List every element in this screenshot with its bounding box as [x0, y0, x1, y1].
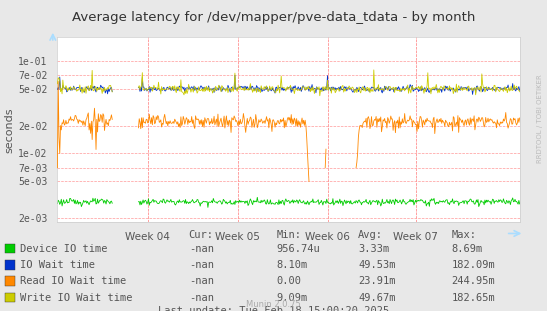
Text: 3.33m: 3.33m [358, 244, 389, 254]
Text: IO Wait time: IO Wait time [20, 260, 95, 270]
Text: -nan: -nan [189, 260, 214, 270]
Text: Cur:: Cur: [189, 230, 214, 240]
Text: 49.53m: 49.53m [358, 260, 396, 270]
Text: 0.00: 0.00 [276, 276, 301, 286]
Text: Avg:: Avg: [358, 230, 383, 240]
Text: Munin 2.0.75: Munin 2.0.75 [246, 299, 301, 309]
Text: 182.09m: 182.09m [451, 260, 495, 270]
Text: -nan: -nan [189, 276, 214, 286]
Text: Min:: Min: [276, 230, 301, 240]
Text: Last update: Tue Feb 18 15:00:20 2025: Last update: Tue Feb 18 15:00:20 2025 [158, 306, 389, 311]
Text: -nan: -nan [189, 293, 214, 303]
Text: Device IO time: Device IO time [20, 244, 107, 254]
Text: 956.74u: 956.74u [276, 244, 320, 254]
Text: Average latency for /dev/mapper/pve-data_tdata - by month: Average latency for /dev/mapper/pve-data… [72, 11, 475, 24]
Text: -nan: -nan [189, 244, 214, 254]
Text: 8.10m: 8.10m [276, 260, 307, 270]
Text: Max:: Max: [451, 230, 476, 240]
Text: 182.65m: 182.65m [451, 293, 495, 303]
Text: Read IO Wait time: Read IO Wait time [20, 276, 126, 286]
Y-axis label: seconds: seconds [4, 107, 14, 153]
Text: 9.09m: 9.09m [276, 293, 307, 303]
Text: RRDTOOL / TOBI OETIKER: RRDTOOL / TOBI OETIKER [537, 74, 543, 163]
Text: Write IO Wait time: Write IO Wait time [20, 293, 132, 303]
Text: 8.69m: 8.69m [451, 244, 482, 254]
Text: 23.91m: 23.91m [358, 276, 396, 286]
Text: 244.95m: 244.95m [451, 276, 495, 286]
Text: 49.67m: 49.67m [358, 293, 396, 303]
